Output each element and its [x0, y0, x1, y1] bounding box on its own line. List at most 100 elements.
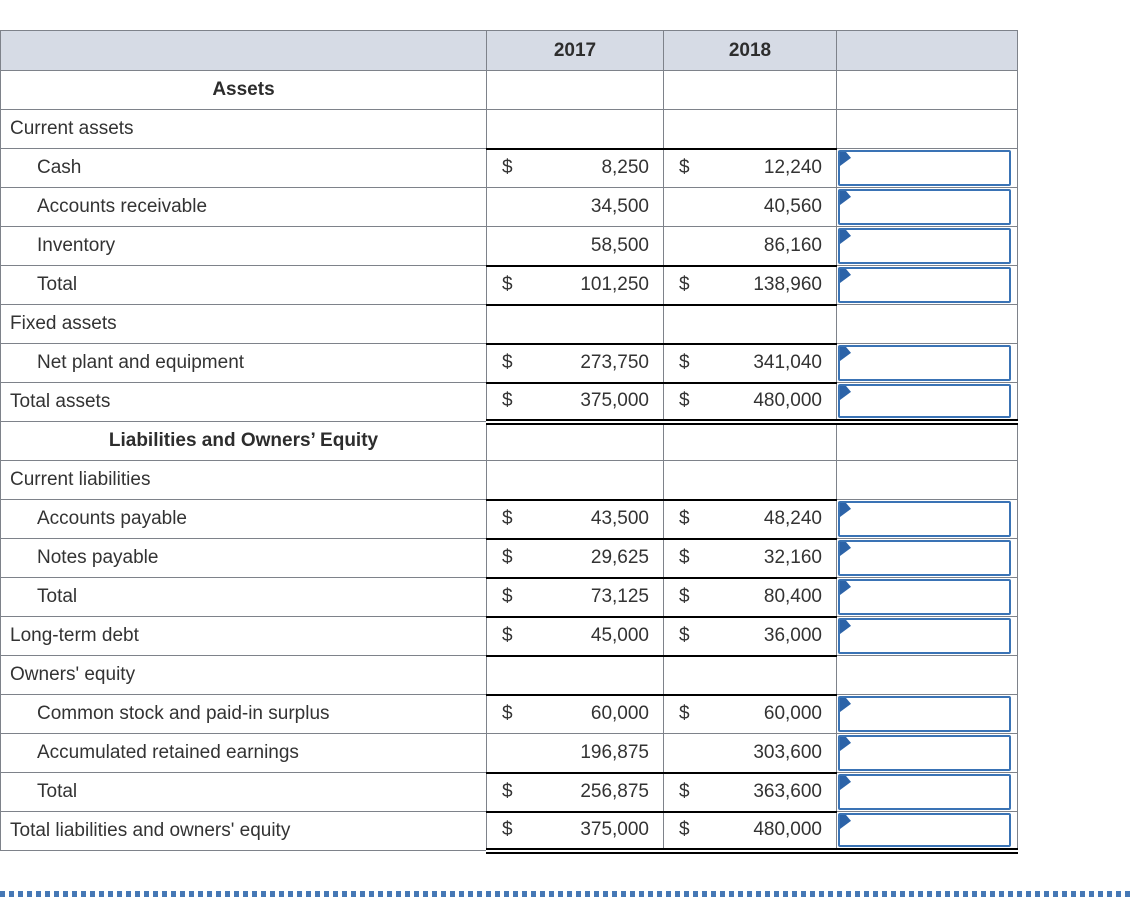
row-label: Accounts payable	[0, 499, 487, 539]
cell-2018: $ 60,000	[663, 693, 837, 734]
cell-2018: $ 12,240	[663, 147, 837, 188]
cell-2018	[663, 460, 837, 500]
cell-2018: $ 480,000	[663, 811, 837, 854]
value-2018: 86,160	[763, 234, 822, 256]
dollar-sign-2017: $	[502, 781, 513, 802]
table-row: Total $ 256,875 $ 363,600	[0, 771, 1018, 813]
answer-input[interactable]	[838, 150, 1011, 186]
value-2018: 480,000	[753, 819, 822, 840]
input-flag-icon	[840, 698, 851, 712]
answer-cell	[836, 304, 1018, 344]
answer-cell	[836, 70, 1018, 110]
value-2017: 45,000	[590, 625, 649, 646]
dollar-sign-2018: $	[679, 586, 690, 607]
answer-input[interactable]	[838, 384, 1011, 418]
cell-2017: $ 375,000	[486, 811, 664, 854]
answer-input[interactable]	[838, 696, 1011, 732]
dollar-sign-2017: $	[502, 819, 513, 840]
table-row: Total liabilities and owners' equity $ 3…	[0, 811, 1018, 854]
answer-input[interactable]	[838, 579, 1011, 615]
dollar-sign-2018: $	[679, 274, 690, 295]
table-row: Total $ 101,250 $ 138,960	[0, 264, 1018, 306]
value-2017: 375,000	[580, 390, 649, 411]
cell-2017: $ 375,000	[486, 382, 664, 425]
dollar-sign-2018: $	[679, 781, 690, 802]
answer-cell	[836, 460, 1018, 500]
cell-2017	[486, 70, 664, 110]
row-label: Owners' equity	[0, 655, 487, 695]
cell-2018: $ 363,600	[663, 771, 837, 813]
header-empty-answer-cell	[836, 30, 1018, 71]
value-2018: 363,600	[753, 781, 822, 802]
cell-2017: $ 43,500	[486, 498, 664, 540]
dollar-sign-2017: $	[502, 703, 513, 725]
row-label: Inventory	[0, 226, 487, 266]
answer-input[interactable]	[838, 618, 1011, 654]
table-row: Total assets $ 375,000 $ 480,000	[0, 382, 1018, 425]
dollar-sign-2018: $	[679, 703, 690, 725]
answer-cell	[836, 343, 1018, 383]
cell-2017	[486, 421, 664, 461]
answer-cell	[836, 655, 1018, 695]
answer-input[interactable]	[838, 189, 1011, 225]
row-label: Long-term debt	[0, 616, 487, 656]
answer-cell	[836, 148, 1018, 188]
answer-input[interactable]	[838, 345, 1011, 381]
cell-2017: 58,500	[486, 226, 664, 266]
dollar-sign-2017: $	[502, 390, 513, 411]
table-row: Common stock and paid-in surplus $ 60,00…	[0, 693, 1018, 734]
dollar-sign-2017: $	[502, 274, 513, 295]
row-label: Net plant and equipment	[0, 343, 487, 383]
answer-cell	[836, 694, 1018, 734]
table-row: Current liabilities	[0, 460, 1018, 500]
input-flag-icon	[840, 191, 851, 205]
value-2018: 40,560	[763, 196, 822, 217]
input-flag-icon	[840, 386, 851, 400]
value-2018: 36,000	[763, 625, 822, 646]
cell-2018	[663, 109, 837, 149]
answer-input[interactable]	[838, 267, 1011, 303]
row-label: Current assets	[0, 109, 487, 149]
cell-2017: $ 60,000	[486, 693, 664, 734]
input-flag-icon	[840, 347, 851, 361]
table-row: Net plant and equipment $ 273,750 $ 341,…	[0, 342, 1018, 384]
cell-2017: $ 45,000	[486, 616, 664, 657]
answer-cell	[836, 226, 1018, 266]
input-flag-icon	[840, 152, 851, 166]
dollar-sign-2018: $	[679, 390, 690, 411]
cell-2017	[486, 109, 664, 149]
input-flag-icon	[840, 269, 851, 283]
answer-input[interactable]	[838, 813, 1011, 847]
row-label: Cash	[0, 148, 487, 188]
value-2018: 60,000	[763, 703, 822, 725]
answer-input[interactable]	[838, 735, 1011, 771]
cell-2018: $ 36,000	[663, 616, 837, 657]
value-2018: 138,960	[753, 274, 822, 295]
row-label: Notes payable	[0, 538, 487, 578]
answer-input[interactable]	[838, 501, 1011, 537]
table-row: Current assets	[0, 109, 1018, 149]
answer-input[interactable]	[838, 228, 1011, 264]
row-label: Total	[0, 265, 487, 305]
cell-2018: $ 138,960	[663, 264, 837, 306]
dotted-divider	[0, 891, 1133, 897]
value-2018: 32,160	[763, 547, 822, 568]
row-label: Total liabilities and owners' equity	[0, 811, 487, 851]
value-2017: 60,000	[590, 703, 649, 725]
cell-2018: $ 341,040	[663, 342, 837, 384]
cell-2018: $ 80,400	[663, 576, 837, 618]
value-2018: 480,000	[753, 390, 822, 411]
answer-input[interactable]	[838, 540, 1011, 576]
table-row: Accounts payable $ 43,500 $ 48,240	[0, 498, 1018, 540]
value-2018: 80,400	[763, 586, 822, 607]
answer-cell	[836, 109, 1018, 149]
cell-2018: 40,560	[663, 187, 837, 227]
cell-2018: $ 48,240	[663, 498, 837, 540]
row-label: Accumulated retained earnings	[0, 733, 487, 773]
answer-input[interactable]	[838, 774, 1011, 810]
answer-cell	[836, 577, 1018, 617]
cell-2017	[486, 460, 664, 500]
value-2017: 101,250	[580, 274, 649, 295]
cell-2017: 34,500	[486, 187, 664, 227]
